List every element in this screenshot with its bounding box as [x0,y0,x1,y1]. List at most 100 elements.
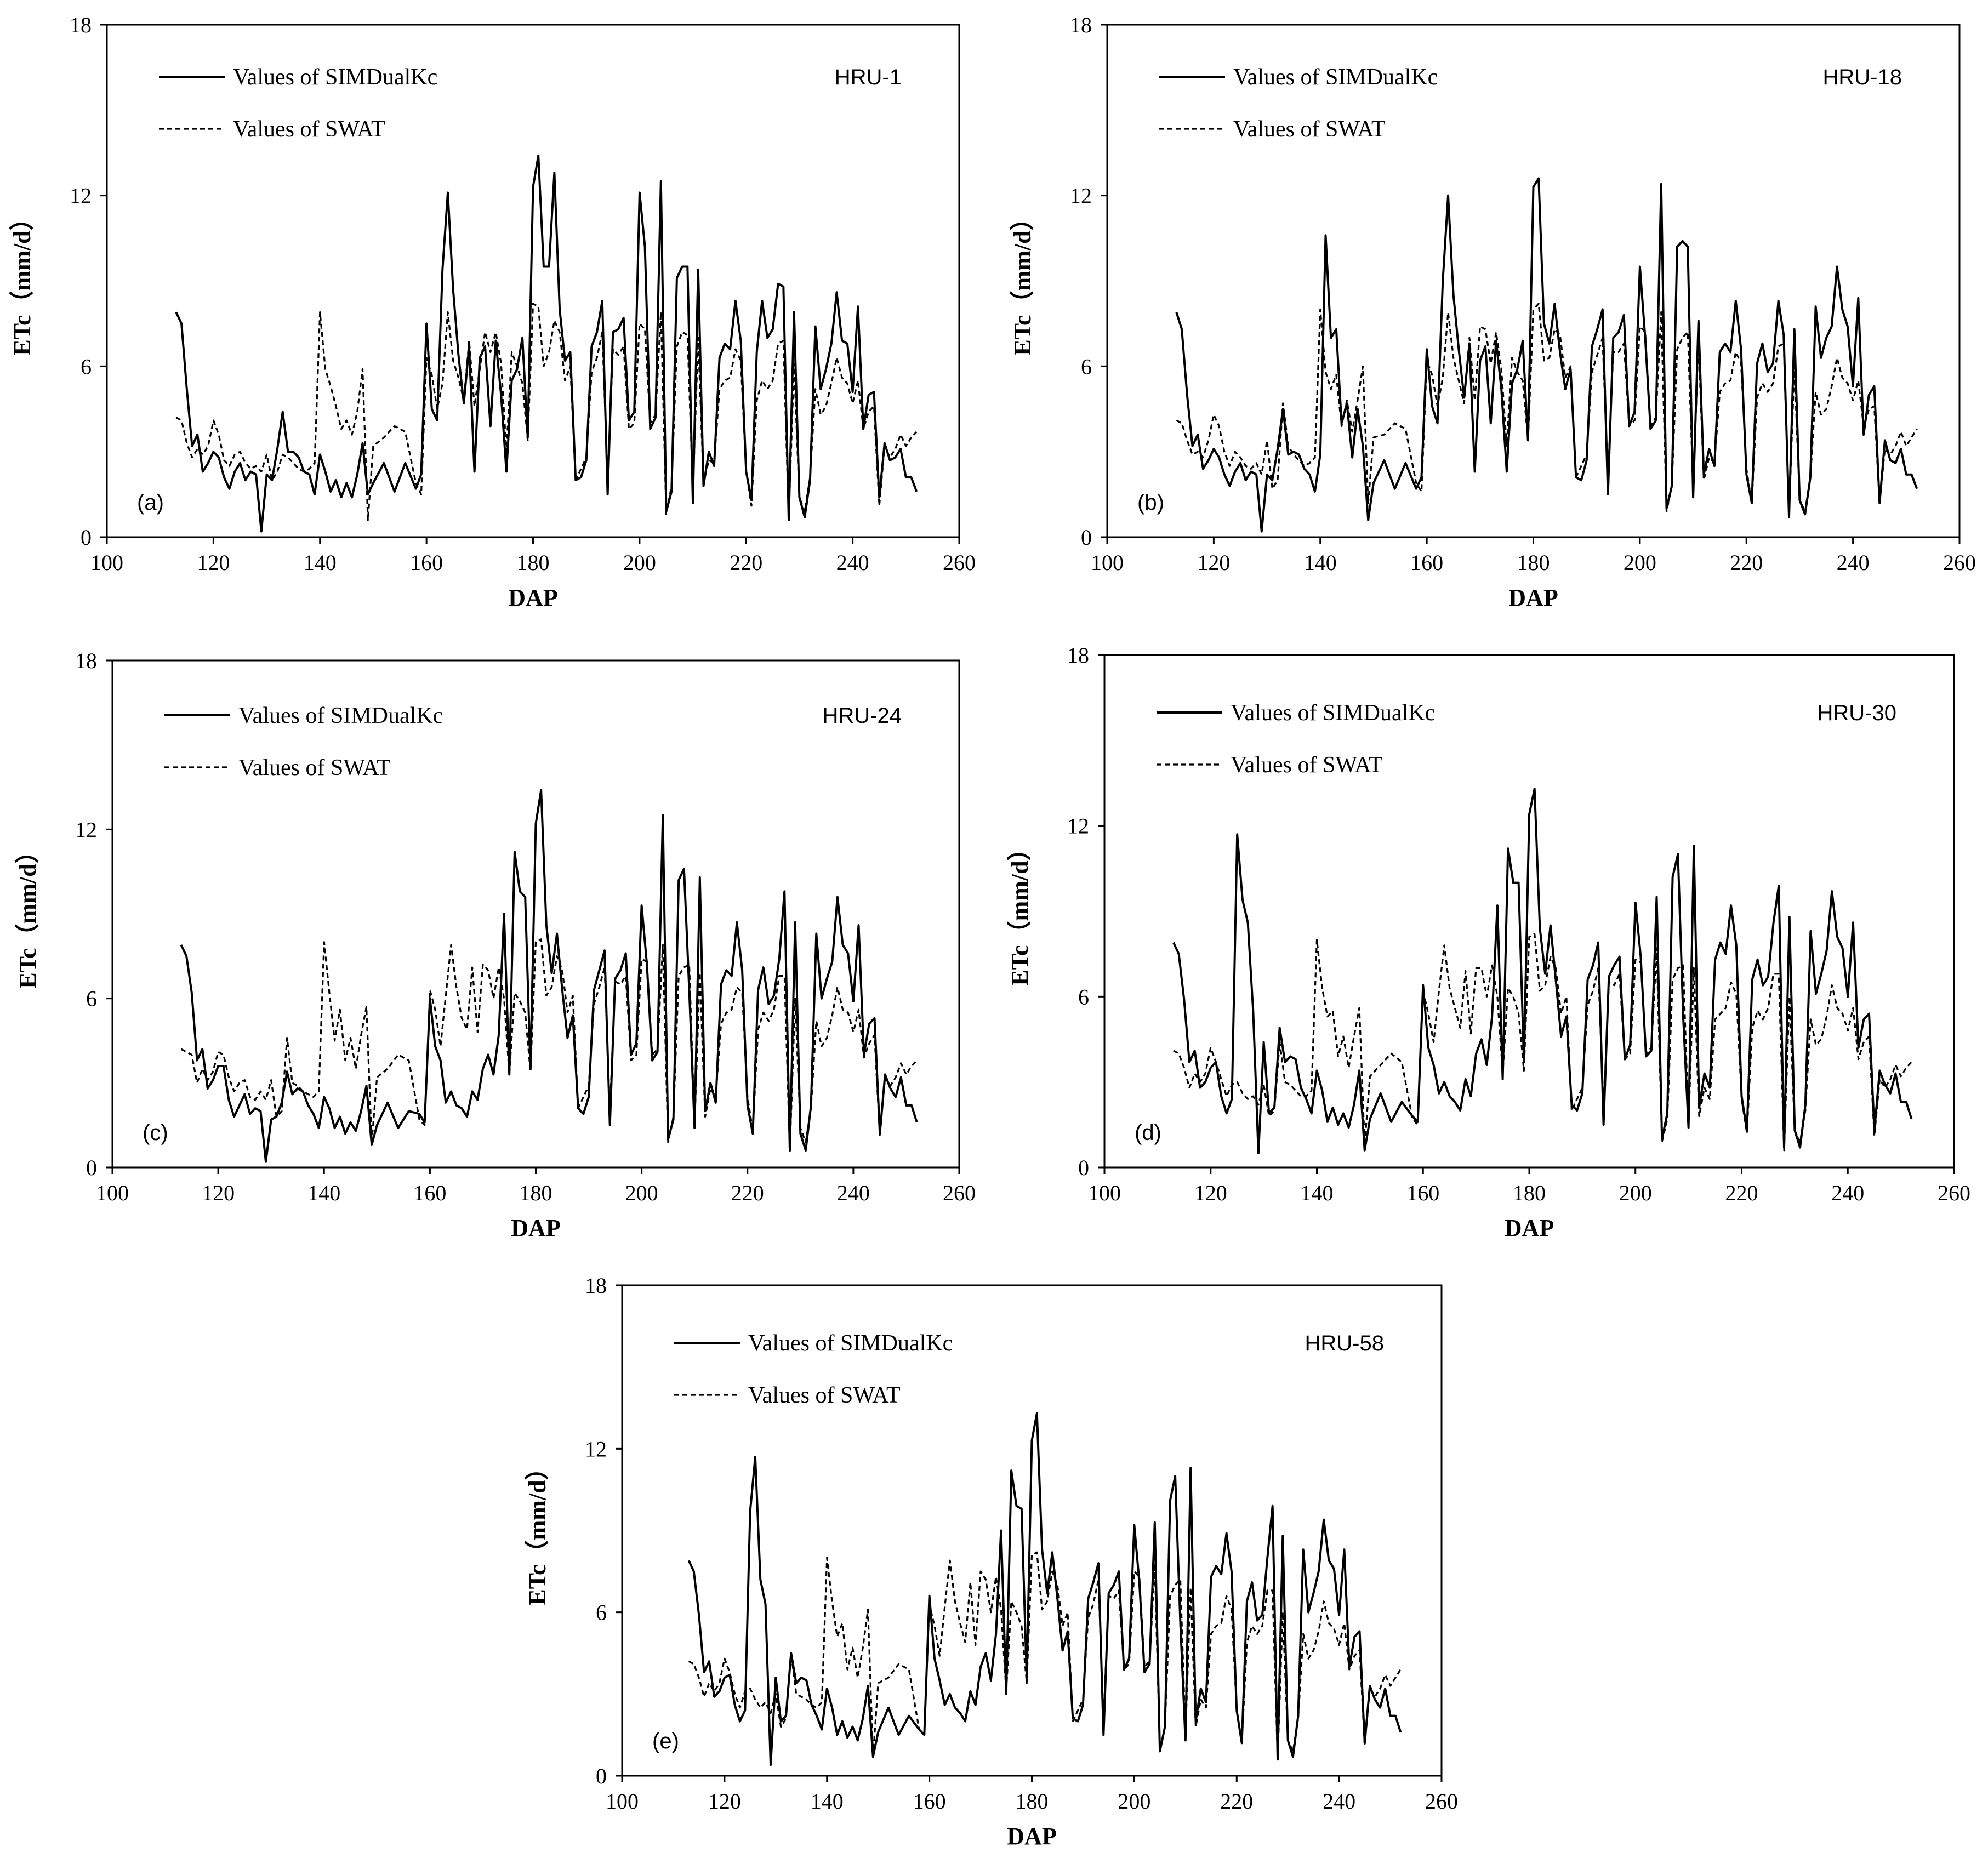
chart-panel-b: 0 6 12 18 100 120 140 160 180 200 220 240 260 DAP ETc（… [1003,13,1976,619]
x-tick-label: 120 [202,1181,235,1205]
y-tick-label: 6 [596,1600,607,1625]
y-axis-title: ETc（mm/d） [14,839,41,988]
panel-letter: (a) [137,491,164,515]
chart-panel-d: 0 6 12 18 100 120 140 160 180 200 220 240 260 DAP ETc（… [1000,643,1970,1250]
series-line-simdualkc [1172,788,1913,1154]
x-tick-label: 220 [1725,1181,1758,1205]
panel-letter: (e) [652,1729,679,1753]
chart-svg: 0 6 12 18 100 120 140 160 180 200 220 240 260 DAP ETc（… [14,648,976,1241]
x-tick-label: 160 [1410,550,1443,575]
x-tick-label: 240 [1831,1181,1864,1205]
panel-letter: (c) [143,1121,168,1145]
x-tick-label: 260 [1943,550,1976,575]
x-tick-label: 120 [708,1789,741,1814]
y-axis-title: ETc（mm/d） [524,1456,551,1605]
series-line-swat [1176,303,1918,518]
panel-letter: (d) [1135,1121,1161,1145]
y-tick-label: 18 [75,648,97,673]
y-tick-label: 6 [86,987,97,1011]
y-axis-title: ETc（mm/d） [1006,836,1033,985]
x-tick-label: 240 [1323,1789,1355,1814]
x-tick-label: 240 [1837,550,1870,575]
x-tick-label: 220 [731,1181,764,1205]
legend-label-simdualkc: Values of SIMDualKc [233,65,437,90]
x-tick-label: 100 [606,1789,639,1814]
y-tick-label: 12 [1067,814,1089,839]
x-tick-label: 100 [90,550,123,575]
y-tick-label: 12 [75,817,97,842]
hru-label: HRU-30 [1818,701,1896,725]
hru-label: HRU-1 [835,65,902,89]
x-tick-label: 160 [1406,1181,1439,1205]
plot-frame [1106,24,1961,538]
chart-svg: 0 6 12 18 100 120 140 160 180 200 220 240 260 DAP ETc（… [9,13,976,611]
y-tick-label: 18 [585,1273,607,1298]
series-line-swat [180,938,918,1152]
x-tick-label: 220 [1730,550,1763,575]
x-tick-label: 120 [1197,550,1230,575]
hru-label: HRU-18 [1823,65,1902,89]
x-axis-title: DAP [1508,584,1558,611]
y-tick-label: 18 [1067,643,1089,668]
x-axis-title: DAP [511,1215,560,1241]
x-tick-label: 140 [1301,1181,1334,1205]
chart-panel-a: 0 6 12 18 100 120 140 160 180 200 220 240 260 DAP ETc（… [3,13,976,619]
x-tick-label: 220 [1220,1789,1253,1814]
chart-panel-e: 0 6 12 18 100 120 140 160 180 200 220 240 260 DAP ETc（… [518,1273,1458,1858]
y-axis-title: ETc（mm/d） [1009,206,1036,355]
x-tick-label: 260 [943,550,976,575]
series-line-swat [688,1551,1402,1760]
y-tick-label: 0 [81,525,92,550]
x-axis-title: DAP [1007,1823,1056,1850]
series-line-swat [175,303,918,521]
hru-label: HRU-58 [1305,1331,1384,1355]
x-tick-label: 100 [1091,550,1124,575]
x-tick-label: 200 [1118,1789,1150,1814]
x-tick-label: 180 [1513,1181,1546,1205]
chart-svg: 0 6 12 18 100 120 140 160 180 200 220 240 260 DAP ETc（… [524,1273,1458,1850]
x-tick-label: 240 [836,550,869,575]
y-tick-label: 0 [1081,525,1092,550]
y-tick-label: 12 [1070,184,1092,208]
x-tick-label: 240 [837,1181,870,1205]
x-tick-label: 140 [304,550,337,575]
x-tick-label: 160 [413,1181,446,1205]
y-tick-label: 18 [1070,13,1092,37]
y-tick-label: 18 [70,13,92,37]
plot-frame [106,24,960,538]
y-tick-label: 0 [596,1764,607,1788]
hru-label: HRU-24 [823,704,902,728]
x-tick-label: 200 [1619,1181,1652,1205]
x-tick-label: 180 [517,550,550,575]
legend-label-simdualkc: Values of SIMDualKc [238,703,443,728]
series-line-simdualkc [180,789,918,1163]
panel-letter: (b) [1137,491,1164,515]
x-tick-label: 100 [96,1181,129,1205]
legend-label-simdualkc: Values of SIMDualKc [748,1331,953,1356]
x-tick-label: 200 [623,550,656,575]
y-tick-label: 6 [81,354,92,379]
chart-panel-c: 0 6 12 18 100 120 140 160 180 200 220 240 260 DAP ETc（… [8,648,976,1250]
series-line-simdualkc [687,1412,1402,1766]
y-tick-label: 12 [585,1437,607,1461]
y-tick-label: 0 [86,1155,97,1180]
x-tick-label: 260 [1938,1181,1970,1205]
series-line-simdualkc [175,154,918,533]
y-tick-label: 0 [1078,1155,1089,1180]
legend-label-swat: Values of SWAT [1233,117,1386,142]
x-tick-label: 260 [1425,1789,1458,1814]
series-line-simdualkc [1175,177,1918,533]
x-tick-label: 140 [811,1789,844,1814]
chart-svg: 0 6 12 18 100 120 140 160 180 200 220 240 260 DAP ETc（… [1009,13,1976,611]
legend-label-swat: Values of SWAT [748,1383,901,1408]
x-tick-label: 180 [1517,550,1550,575]
x-tick-label: 220 [730,550,762,575]
y-axis-title: ETc（mm/d） [9,206,36,355]
x-axis-title: DAP [1505,1215,1554,1241]
legend-label-simdualkc: Values of SIMDualKc [1231,700,1435,726]
y-tick-label: 12 [70,184,92,208]
x-tick-label: 140 [307,1181,340,1205]
legend-label-simdualkc: Values of SIMDualKc [1233,65,1438,90]
x-tick-label: 180 [520,1181,552,1205]
x-axis-title: DAP [508,584,557,611]
